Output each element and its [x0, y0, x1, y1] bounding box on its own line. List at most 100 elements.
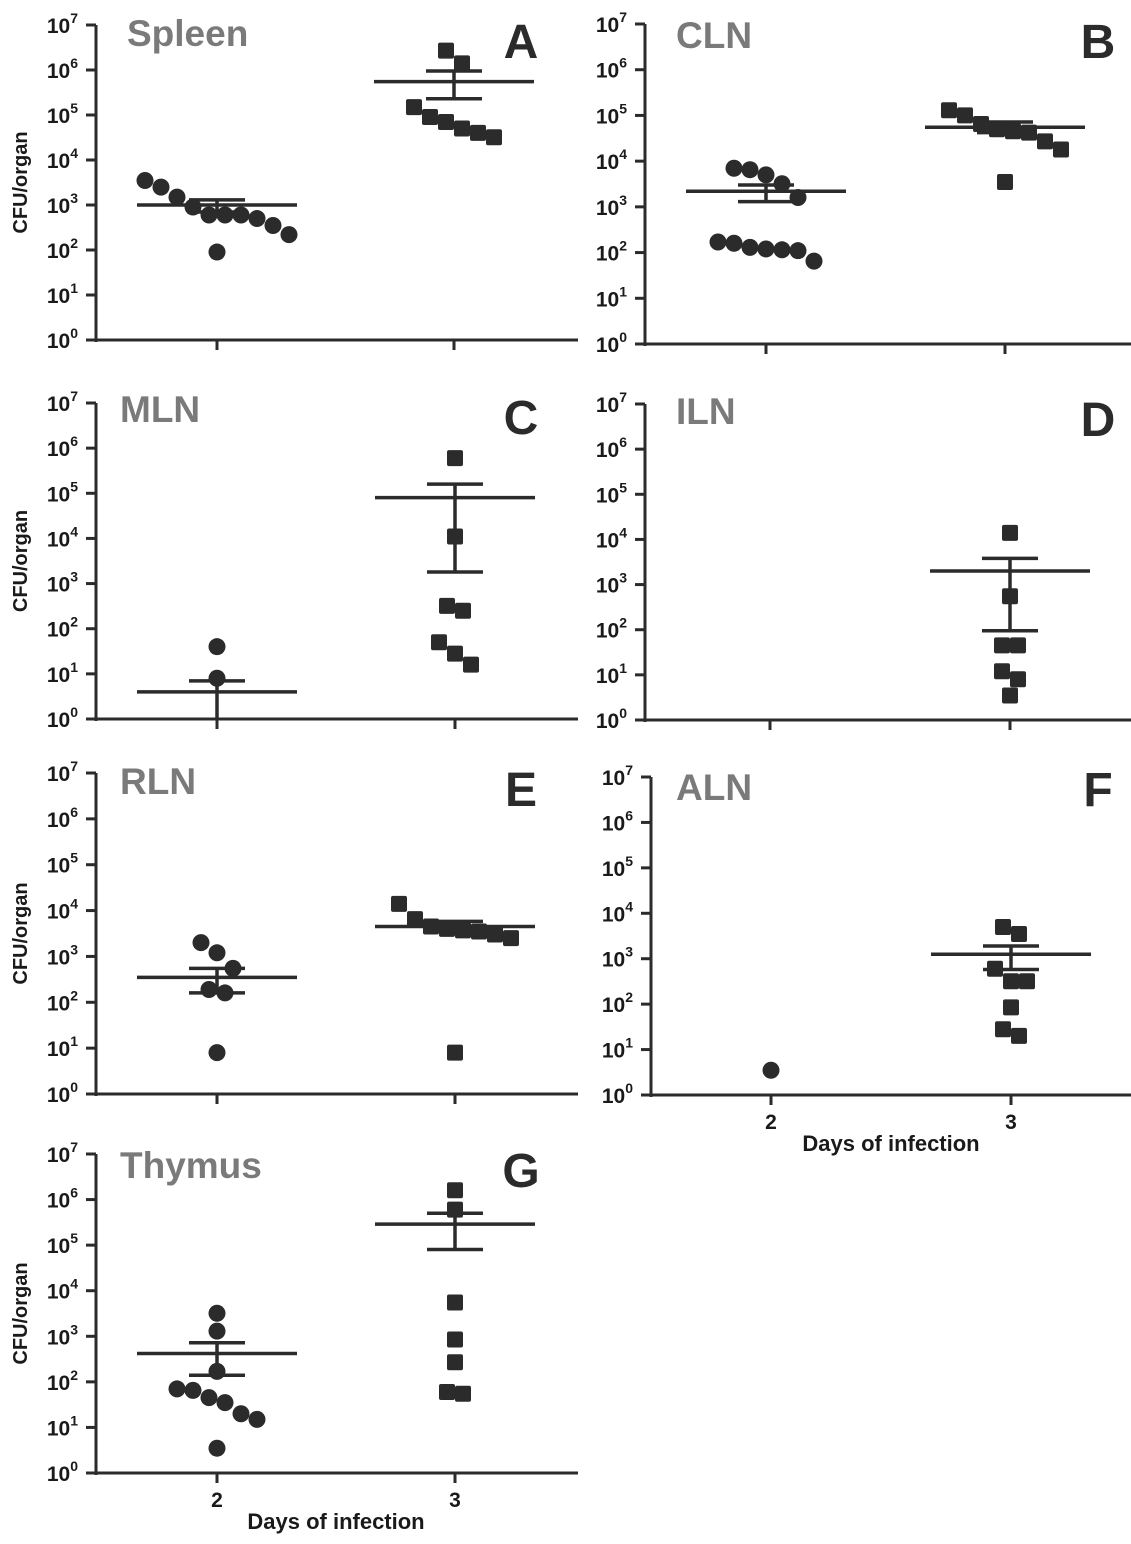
panel-f: 100 101 102 103 104 105 106 107 2 3 Days of infect…: [602, 762, 1131, 1156]
y-tick-label: 100: [596, 329, 627, 357]
data-point-square: [455, 922, 471, 939]
panel-d: 100 101 102 103 104 105 106 107 ILN D: [596, 389, 1131, 733]
data-point-square: [463, 656, 479, 673]
data-point-square: [447, 450, 463, 467]
panel-title: CLN: [676, 15, 752, 56]
data-point-circle: [208, 1362, 226, 1380]
data-point-square: [407, 911, 423, 928]
y-tick-label: 103: [47, 941, 78, 969]
y-tick-label: 105: [596, 100, 627, 128]
data-point-square: [447, 1294, 463, 1311]
panel-title: ALN: [676, 767, 752, 808]
y-tick-label: 106: [47, 1185, 78, 1213]
data-point-circle: [216, 206, 234, 224]
y-axis-title: CFU/organ: [10, 1262, 32, 1364]
data-point-square: [1011, 1027, 1027, 1044]
data-point-circle: [789, 242, 807, 260]
data-point-circle: [248, 1410, 266, 1428]
y-tick-label: 104: [47, 896, 78, 924]
series-day-2: [137, 638, 297, 719]
panel-g: 100 101 102 103 104 105 106 107 2 3 CFU/organ Days …: [10, 1139, 578, 1534]
series-day-3: [375, 895, 535, 1061]
data-point-circle: [725, 159, 743, 177]
y-tick-label: 105: [47, 100, 78, 128]
data-point-circle: [208, 1304, 226, 1322]
y-tick-label: 106: [47, 804, 78, 832]
data-point-square: [1002, 524, 1018, 541]
data-point-square: [423, 918, 439, 935]
y-tick-label: 104: [47, 1276, 78, 1304]
y-tick-label: 100: [47, 1458, 78, 1486]
y-tick-label: 100: [596, 705, 627, 733]
y-axis-title: CFU/organ: [10, 510, 32, 612]
data-point-square: [989, 121, 1005, 138]
panel-letter: E: [505, 764, 537, 817]
series-day-3: [375, 450, 535, 673]
data-point-square: [447, 1331, 463, 1348]
panel-letter: C: [504, 392, 539, 445]
x-tick-label: 2: [211, 1489, 223, 1512]
data-point-circle: [192, 934, 210, 952]
data-point-square: [1005, 123, 1021, 140]
data-point-circle: [184, 198, 202, 216]
y-tick-label: 101: [47, 1033, 78, 1061]
data-point-circle: [773, 175, 791, 193]
data-point-square: [1037, 133, 1053, 150]
data-point-circle: [168, 188, 186, 206]
data-point-circle: [168, 1380, 186, 1398]
data-point-square: [941, 102, 957, 119]
data-point-square: [994, 663, 1010, 680]
data-point-circle: [741, 238, 759, 256]
y-tick-label: 105: [596, 479, 627, 507]
y-tick-label: 106: [47, 433, 78, 461]
y-tick-label: 101: [602, 1035, 633, 1063]
data-point-square: [957, 107, 973, 124]
data-point-square: [454, 120, 470, 137]
data-point-square: [455, 1385, 471, 1402]
data-point-circle: [208, 944, 226, 962]
data-point-square: [486, 129, 502, 146]
y-tick-label: 106: [47, 55, 78, 83]
data-point-square: [471, 923, 487, 940]
data-point-circle: [264, 217, 282, 235]
data-point-square: [438, 113, 454, 130]
data-point-square: [447, 528, 463, 545]
series-day-3: [925, 102, 1085, 190]
y-tick-label: 107: [596, 9, 627, 37]
data-point-square: [1053, 141, 1069, 158]
y-tick-label: 101: [596, 283, 627, 311]
y-axis-title: CFU/organ: [10, 131, 32, 233]
data-point-square: [391, 895, 407, 912]
y-tick-label: 102: [602, 989, 633, 1017]
data-point-circle: [208, 1439, 226, 1457]
panel-title: Spleen: [127, 13, 248, 54]
data-point-circle: [762, 1061, 780, 1079]
y-tick-label: 103: [596, 570, 627, 598]
data-point-square: [439, 1383, 455, 1400]
series-day-3: [374, 42, 534, 146]
data-point-square: [439, 920, 455, 937]
y-tick-label: 103: [602, 944, 633, 972]
series-day-2: [136, 172, 298, 261]
data-point-circle: [248, 210, 266, 228]
series-day-2: [762, 1061, 780, 1079]
series-day-2: [686, 159, 846, 270]
y-tick-label: 105: [47, 478, 78, 506]
y-tick-label: 101: [47, 659, 78, 687]
panel-letter: A: [504, 16, 539, 69]
data-point-square: [447, 1201, 463, 1218]
y-tick-label: 107: [47, 1139, 78, 1167]
panel-a: 100 101 102 103 104 105 106 107 CFU/organ Spleen A: [10, 10, 578, 353]
data-point-square: [973, 115, 989, 132]
y-axis-title: CFU/organ: [10, 882, 32, 984]
data-point-square: [470, 124, 486, 141]
data-point-square: [1010, 671, 1026, 688]
data-point-circle: [208, 1044, 226, 1062]
y-tick-label: 104: [47, 145, 78, 173]
y-tick-label: 100: [47, 704, 78, 732]
y-tick-label: 106: [602, 807, 633, 835]
y-tick-label: 100: [602, 1080, 633, 1108]
data-point-square: [431, 634, 447, 651]
data-point-circle: [757, 166, 775, 184]
data-point-square: [422, 109, 438, 126]
